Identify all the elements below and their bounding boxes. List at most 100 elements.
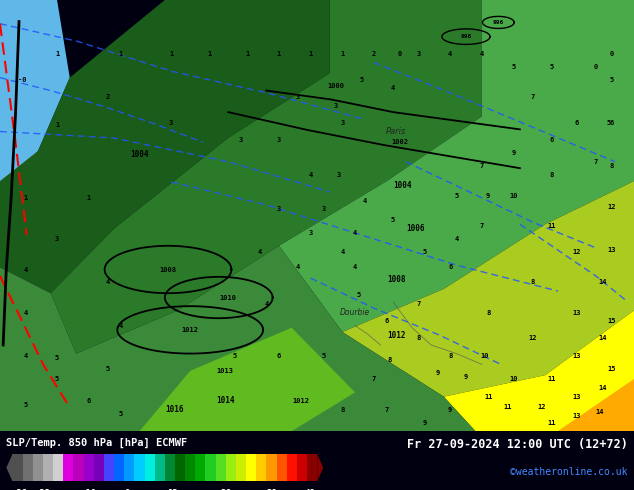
Text: 7: 7	[480, 163, 484, 169]
Text: 9: 9	[486, 193, 490, 199]
Text: 11: 11	[503, 404, 512, 411]
Text: 7: 7	[480, 223, 484, 229]
Text: 12: 12	[528, 336, 537, 342]
Bar	[43, 454, 53, 481]
Text: 12: 12	[573, 249, 581, 255]
Bar	[155, 454, 165, 481]
Text: 4: 4	[363, 197, 366, 203]
Text: -28: -28	[12, 489, 28, 490]
Text: -0: -0	[18, 77, 27, 83]
Text: 7: 7	[385, 407, 389, 413]
Text: 6: 6	[448, 264, 452, 270]
Text: 9: 9	[464, 374, 468, 380]
Text: 1004: 1004	[393, 181, 412, 190]
Text: 4: 4	[353, 230, 357, 236]
Text: 3: 3	[340, 120, 344, 126]
Text: 10: 10	[509, 193, 518, 199]
Text: 1: 1	[207, 51, 211, 57]
Text: 26: 26	[221, 489, 231, 490]
Text: 3: 3	[296, 94, 300, 100]
Bar	[74, 454, 84, 481]
Text: 13: 13	[573, 353, 581, 359]
Text: Dourbie: Dourbie	[340, 308, 370, 317]
Text: 6: 6	[575, 120, 579, 126]
Text: 13: 13	[573, 413, 581, 419]
Bar	[175, 454, 185, 481]
Text: 13: 13	[573, 393, 581, 400]
Text: 4: 4	[480, 51, 484, 57]
Text: 3: 3	[417, 51, 420, 57]
Text: 1: 1	[169, 51, 173, 57]
Text: 0: 0	[398, 51, 401, 57]
Bar	[256, 454, 266, 481]
Text: 4: 4	[353, 264, 357, 270]
Bar	[216, 454, 226, 481]
Text: 48: 48	[304, 489, 315, 490]
Text: 8: 8	[550, 172, 553, 178]
Text: 0: 0	[610, 51, 614, 57]
Text: 11: 11	[484, 393, 493, 400]
Polygon shape	[139, 328, 355, 431]
Text: 14: 14	[598, 279, 607, 286]
Text: 7: 7	[594, 159, 598, 165]
Text: 1012: 1012	[387, 332, 406, 341]
Text: 5: 5	[23, 402, 27, 408]
Polygon shape	[317, 454, 323, 481]
Text: Fr 27-09-2024 12:00 UTC (12+72): Fr 27-09-2024 12:00 UTC (12+72)	[407, 438, 628, 451]
Bar	[134, 454, 145, 481]
Text: 1000: 1000	[328, 83, 344, 89]
Text: 5: 5	[119, 411, 122, 417]
Text: Paris: Paris	[386, 127, 406, 136]
Text: 1012: 1012	[182, 327, 198, 333]
Bar	[33, 454, 43, 481]
Text: 5: 5	[233, 353, 236, 359]
Text: 1: 1	[340, 51, 344, 57]
Text: 9: 9	[512, 150, 515, 156]
Text: 10: 10	[481, 353, 489, 359]
Bar	[266, 454, 276, 481]
Text: 5: 5	[455, 193, 458, 199]
Polygon shape	[444, 311, 634, 431]
Text: 4: 4	[448, 51, 452, 57]
Text: SLP/Temp. 850 hPa [hPa] ECMWF: SLP/Temp. 850 hPa [hPa] ECMWF	[6, 438, 188, 448]
Text: 1: 1	[23, 196, 27, 201]
Text: 8: 8	[486, 310, 490, 316]
Bar	[94, 454, 104, 481]
Text: 5: 5	[550, 64, 553, 70]
Bar	[53, 454, 63, 481]
Text: 996: 996	[493, 20, 504, 25]
Text: 3: 3	[334, 102, 338, 109]
Text: 4: 4	[23, 310, 27, 316]
Bar	[124, 454, 134, 481]
Text: 1: 1	[277, 51, 281, 57]
Text: 1010: 1010	[220, 294, 236, 300]
Text: 8: 8	[340, 407, 344, 413]
Bar	[104, 454, 114, 481]
Text: 4: 4	[309, 172, 313, 178]
Text: 9: 9	[423, 419, 427, 426]
Text: 4: 4	[455, 236, 458, 243]
Text: 5: 5	[55, 376, 59, 383]
Text: 8: 8	[417, 336, 420, 342]
Bar	[246, 454, 256, 481]
Text: 5: 5	[391, 217, 395, 223]
Text: 7: 7	[372, 376, 376, 383]
Text: 1008: 1008	[387, 275, 406, 284]
Text: -22: -22	[35, 489, 51, 490]
Text: 1004: 1004	[130, 150, 149, 159]
Text: 4: 4	[119, 322, 122, 329]
Text: 0: 0	[124, 489, 129, 490]
Text: 1: 1	[245, 51, 249, 57]
Text: 3: 3	[169, 120, 173, 126]
Text: 3: 3	[337, 172, 341, 178]
Bar	[205, 454, 216, 481]
Polygon shape	[0, 246, 476, 431]
Text: 1006: 1006	[406, 224, 425, 233]
Text: 5: 5	[359, 77, 363, 83]
Polygon shape	[279, 0, 634, 332]
Text: 8: 8	[448, 353, 452, 359]
Text: 13: 13	[607, 247, 616, 253]
Text: 2: 2	[372, 51, 376, 57]
Text: 6: 6	[550, 137, 553, 143]
Text: 6: 6	[277, 353, 281, 359]
